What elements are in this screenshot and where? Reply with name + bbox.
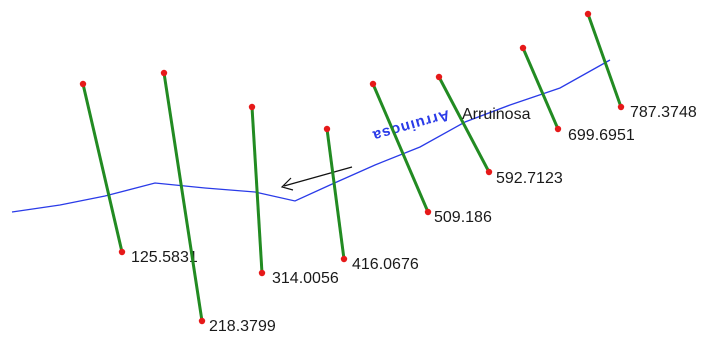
cross-section-end-point[interactable] [340,255,348,263]
cross-section-line[interactable] [81,83,124,253]
cross-section-line[interactable] [325,128,346,260]
river-name-label: Arruinosa [462,106,531,123]
cross-section-station-label: 787.3748 [630,104,697,121]
cross-section-line[interactable] [586,13,623,108]
cross-section-end-point[interactable] [258,269,266,277]
cross-section-start-point[interactable] [519,44,527,52]
cross-section-line[interactable] [371,83,430,213]
cross-section-line[interactable] [437,76,491,173]
cross-section-start-point[interactable] [160,69,168,77]
cross-section-line[interactable] [521,47,560,130]
cross-section-start-point[interactable] [584,10,592,18]
cross-section-station-label: 314.0056 [272,270,339,287]
cross-section-station-label: 125.5831 [131,249,198,266]
river-centerline[interactable] [11,59,611,213]
cross-section-station-label: 218.3799 [209,318,276,335]
cross-section-line[interactable] [162,72,204,322]
cross-section-start-point[interactable] [323,125,331,133]
cross-section-station-label: 699.6951 [568,127,635,144]
cross-section-end-point[interactable] [198,317,206,325]
cross-section-start-point[interactable] [369,80,377,88]
cross-section-end-point[interactable] [485,168,493,176]
cross-section-start-point[interactable] [79,80,87,88]
cross-sections: 125.5831 218.3799 314.0056 416.0676 509.186 5… [79,10,697,335]
cross-section-end-point[interactable] [424,208,432,216]
flow-direction-arrow [280,166,353,191]
cross-section-station-label: 416.0676 [352,256,419,273]
cross-section-line[interactable] [250,106,264,274]
cross-section-start-point[interactable] [435,73,443,81]
cross-section-end-point[interactable] [554,125,562,133]
cross-section-station-label: 509.186 [434,209,492,226]
cross-section-end-point[interactable] [617,103,625,111]
cross-section-end-point[interactable] [118,248,126,256]
cross-section-start-point[interactable] [248,103,256,111]
cross-section-station-label: 592.7123 [496,170,563,187]
river-name-mirrored-label: Arruinosa [370,106,451,144]
